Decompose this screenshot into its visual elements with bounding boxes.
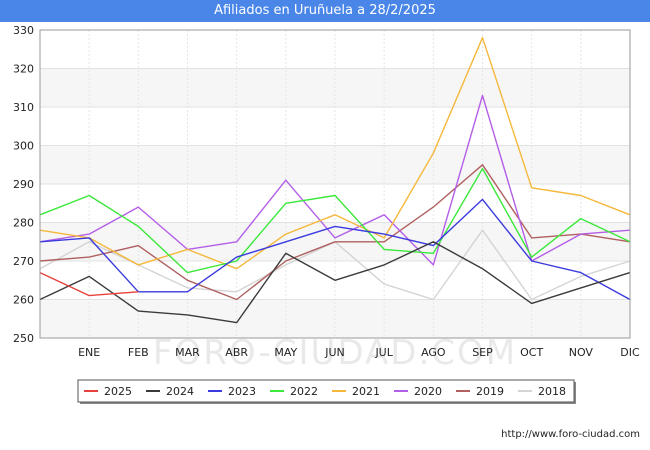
legend-label-2023: 2023 xyxy=(228,385,256,398)
legend-label-2022: 2022 xyxy=(290,385,318,398)
legend-label-2024: 2024 xyxy=(166,385,194,398)
y-tick-label: 300 xyxy=(13,140,34,153)
x-tick-label: OCT xyxy=(520,346,543,359)
y-tick-label: 280 xyxy=(13,217,34,230)
x-tick-label: SEP xyxy=(472,346,493,359)
y-tick-label: 330 xyxy=(13,24,34,37)
x-tick-label: NOV xyxy=(569,346,594,359)
x-tick-label: JUN xyxy=(324,346,345,359)
chart-title: Afiliados en Uruñuela a 28/2/2025 xyxy=(0,0,650,22)
legend-label-2019: 2019 xyxy=(476,385,504,398)
x-tick-label: ABR xyxy=(225,346,248,359)
legend-label-2018: 2018 xyxy=(538,385,566,398)
watermark-text: FORO-CIUDAD.COM xyxy=(153,333,517,373)
y-tick-label: 310 xyxy=(13,101,34,114)
x-tick-label: FEB xyxy=(128,346,149,359)
x-tick-label: JUL xyxy=(374,346,393,359)
series-line-2019 xyxy=(39,164,631,301)
plot-frame xyxy=(39,29,631,339)
x-tick-label: MAR xyxy=(175,346,200,359)
legend-label-2021: 2021 xyxy=(352,385,380,398)
x-tick-label: MAY xyxy=(274,346,297,359)
legend-label-2025: 2025 xyxy=(104,385,132,398)
x-tick-label: AGO xyxy=(421,346,446,359)
y-tick-label: 270 xyxy=(13,255,34,268)
source-text: http://www.foro-ciudad.com xyxy=(501,429,640,440)
legend: 2025 2024 2023 2022 2021 2020 2019 2018 xyxy=(77,379,576,404)
x-tick-label: DIC xyxy=(620,346,640,359)
series-line-2025 xyxy=(39,271,139,297)
x-tick-label: ENE xyxy=(78,346,100,359)
y-tick-label: 260 xyxy=(13,294,34,307)
series-line-2024 xyxy=(39,241,631,324)
legend-box xyxy=(77,379,575,403)
y-tick-label: 290 xyxy=(13,178,34,191)
series-line-2021 xyxy=(39,37,631,270)
legend-label-2020: 2020 xyxy=(414,385,442,398)
y-tick-label: 250 xyxy=(13,332,34,345)
series-lines xyxy=(39,37,631,324)
y-tick-label: 320 xyxy=(13,63,34,76)
series-line-2022 xyxy=(39,167,631,274)
y-tick-labels: 250 260 270 280 290 300 310 320 330 xyxy=(13,24,34,345)
x-tick-labels: ENE FEB MAR ABR MAY JUN JUL AGO SEP OCT NOV DIC xyxy=(78,346,640,359)
